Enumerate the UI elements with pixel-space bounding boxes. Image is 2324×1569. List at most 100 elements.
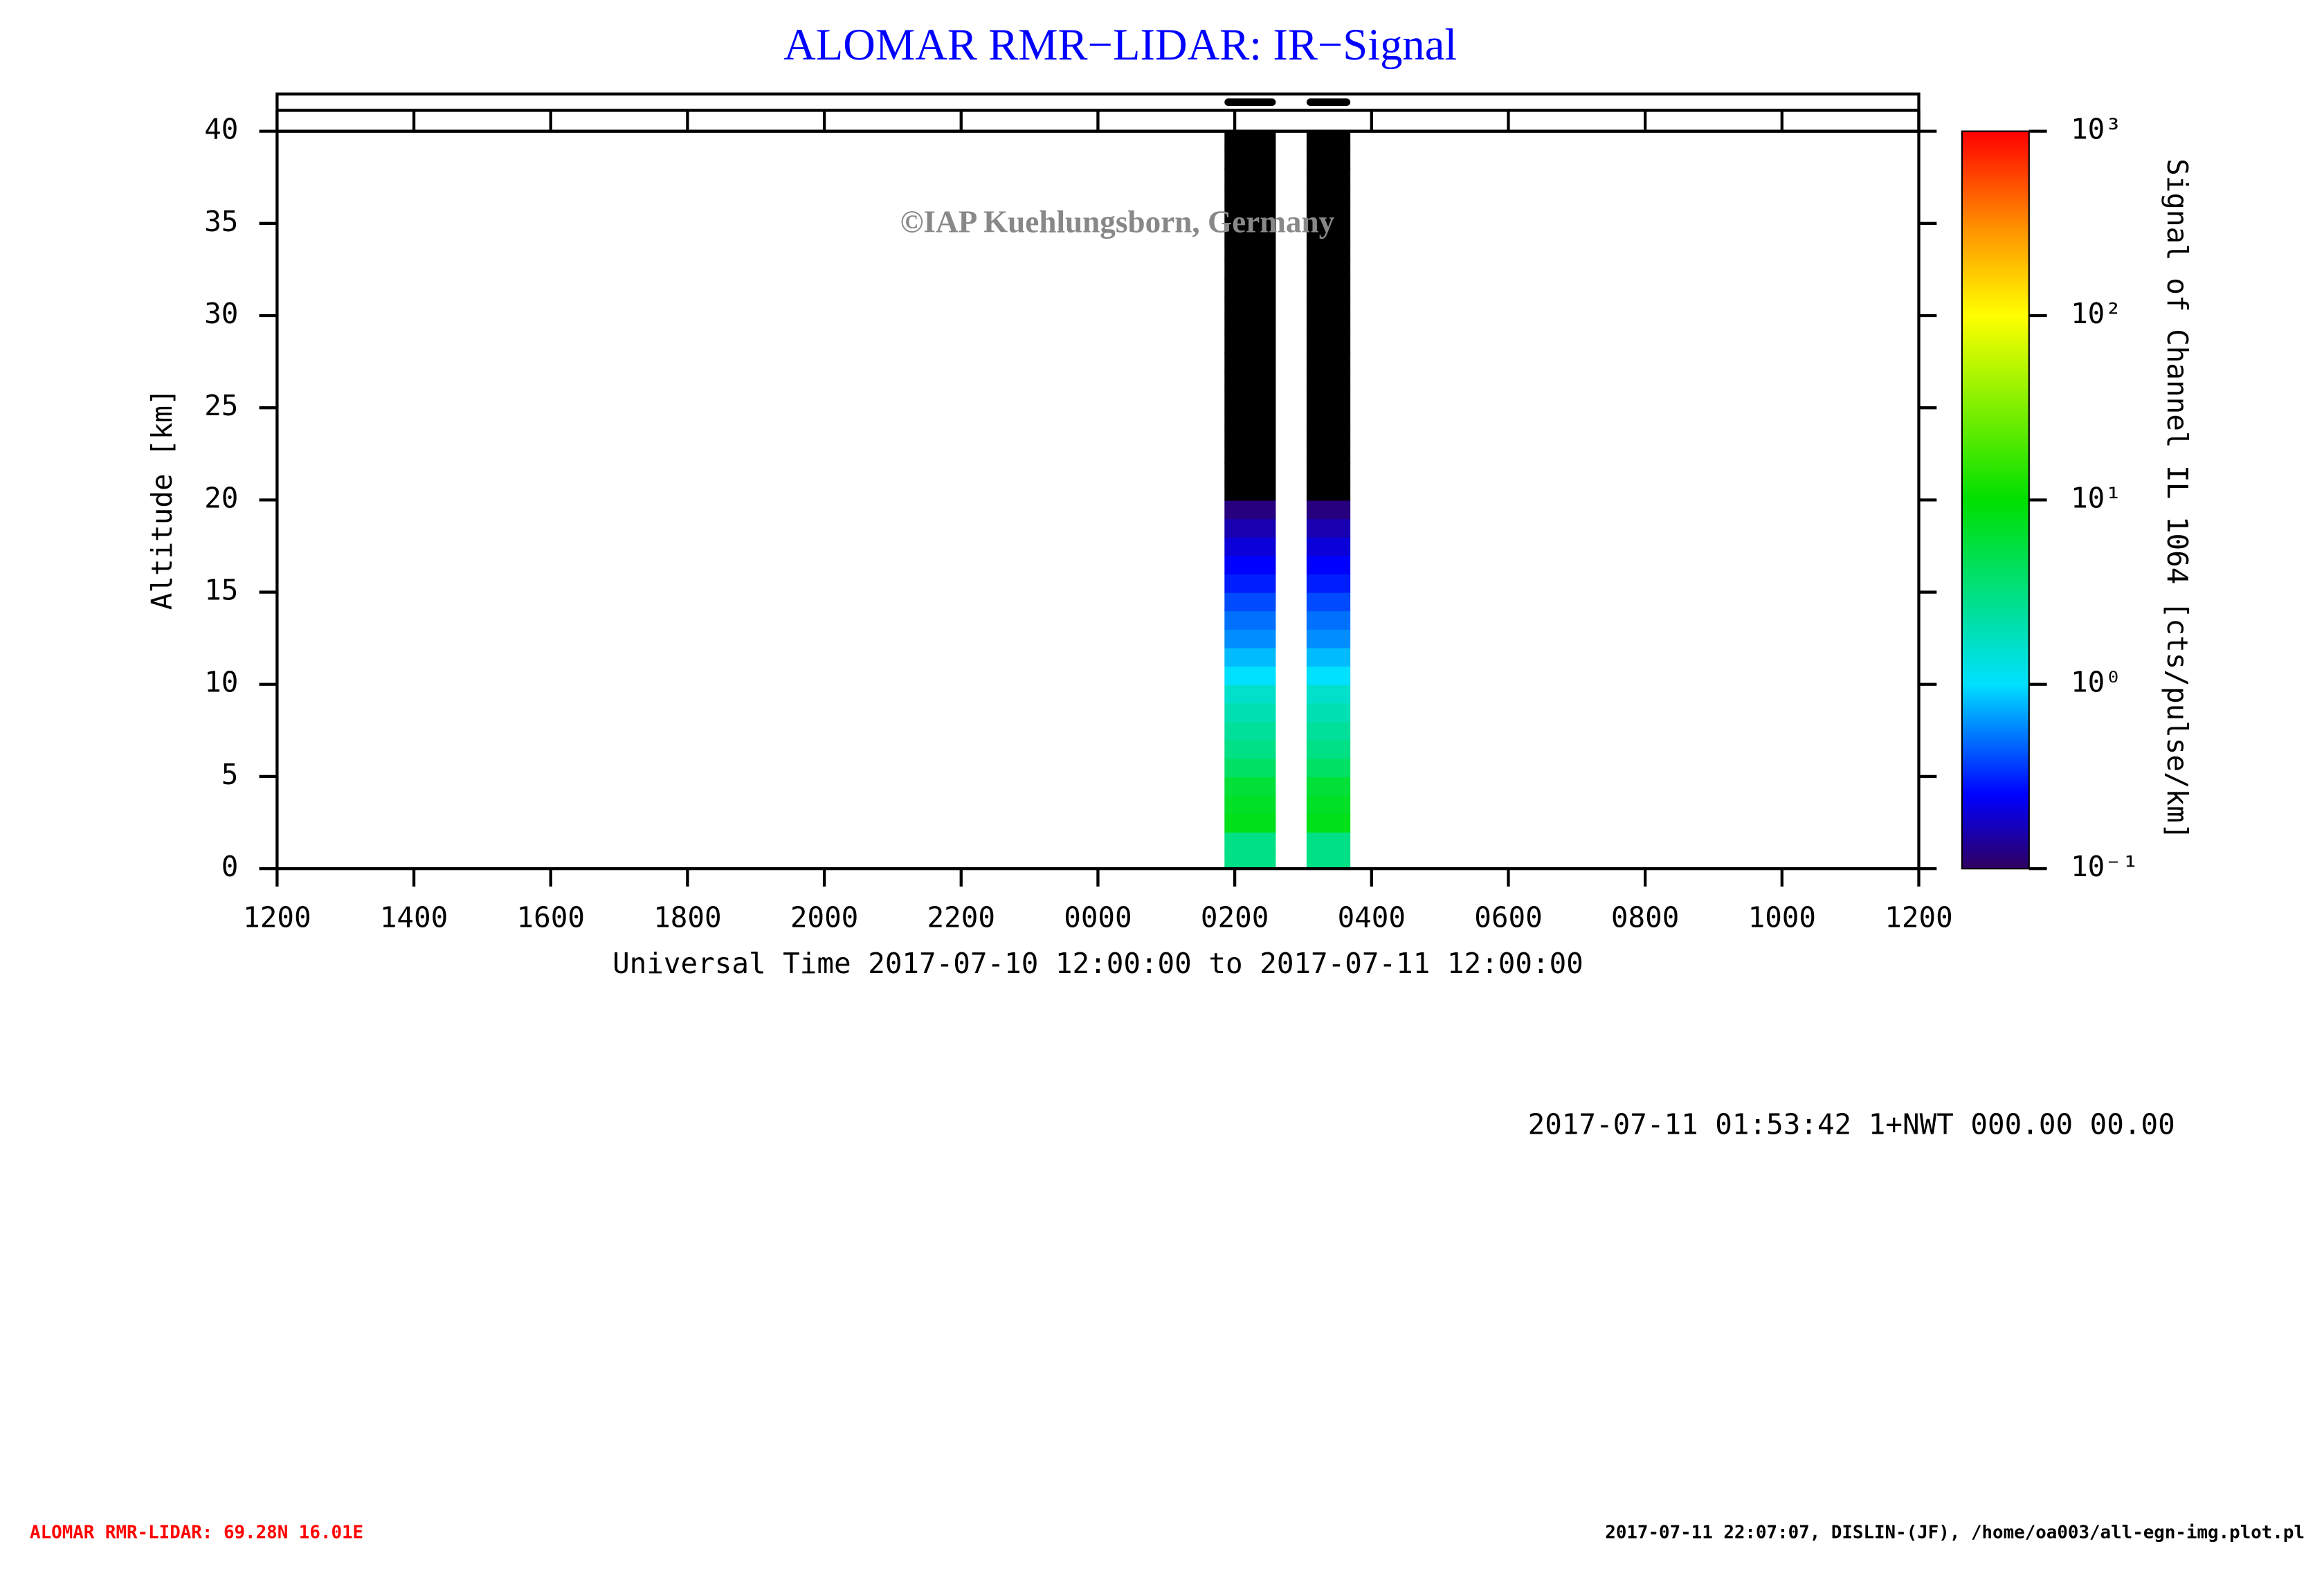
signal-cell	[1306, 647, 1351, 667]
chart-title: ALOMAR RMR−LIDAR: IR−Signal	[783, 19, 1457, 69]
signal-cell	[1306, 721, 1351, 741]
signal-cell	[1224, 242, 1276, 262]
signal-cell	[1224, 850, 1276, 870]
status: 2017-07-11 01:53:42 1+NWT 000.00 00.00	[1528, 1108, 2175, 1141]
signal-cell	[1306, 278, 1351, 298]
y-tick-label: 15	[204, 574, 238, 607]
signal-cell	[1306, 167, 1351, 188]
colorbar-tick-label: 10⁰	[2071, 666, 2122, 699]
plot-frame	[275, 129, 1921, 871]
x-tick-label: 1400	[380, 900, 448, 934]
signal-cell	[1306, 408, 1351, 427]
watermark: ©IAP Kuehlungsborn, Germany	[900, 205, 1335, 239]
signal-cell	[1224, 352, 1276, 372]
x-tick-label: 0000	[1064, 900, 1132, 934]
signal-cell	[1224, 684, 1276, 704]
y-axis-label: Altitude [km]	[145, 388, 179, 610]
signal-cell	[1224, 278, 1276, 298]
y-tick-label: 30	[204, 297, 238, 330]
signal-cell	[1224, 518, 1276, 538]
x-tick-label: 1000	[1748, 900, 1816, 934]
signal-cell	[1306, 555, 1351, 574]
signal-cell	[1224, 315, 1276, 335]
signal-cell	[1306, 370, 1351, 390]
signal-cell	[1224, 444, 1276, 464]
x-axis-label: Universal Time 2017-07-10 12:00:00 to 20…	[612, 947, 1583, 980]
y-tick-label: 40	[204, 113, 238, 146]
signal-cell	[1306, 352, 1351, 372]
signal-cell	[1306, 536, 1351, 556]
signal-cell	[1224, 205, 1276, 224]
signal-cell	[1306, 260, 1351, 280]
signal-cell	[1306, 131, 1351, 151]
signal-cell	[1224, 592, 1276, 612]
x-tick-label: 2000	[790, 900, 858, 934]
signal-cell	[1306, 666, 1351, 685]
signal-cell	[1224, 666, 1276, 685]
y-tick-label: 35	[204, 205, 238, 238]
signal-cell	[1224, 149, 1276, 169]
colorbar	[1961, 131, 2029, 869]
footer-right: 2017-07-11 22:07:07, DISLIN-(JF), /home/…	[1605, 1523, 2305, 1543]
signal-cell	[1224, 186, 1276, 206]
signal-cell	[1224, 389, 1276, 409]
x-tick-label: 1600	[517, 900, 585, 934]
colorbar-label: Signal of Channel IL 1064 [cts/pulse/km]	[2161, 158, 2194, 840]
signal-cell	[1224, 795, 1276, 815]
signal-cell	[1224, 370, 1276, 390]
signal-cell	[1224, 702, 1276, 723]
signal-cell	[1224, 426, 1276, 446]
signal-cell	[1224, 813, 1276, 833]
y-tick-label: 0	[221, 850, 239, 883]
footer-left: ALOMAR RMR-LIDAR: 69.28N 16.01E	[30, 1523, 363, 1543]
signal-cell	[1224, 500, 1276, 520]
signal-cell	[1306, 334, 1351, 354]
colorbar-tick-label: 10⁻¹	[2071, 850, 2139, 883]
signal-cell	[1306, 813, 1351, 833]
signal-cell	[1306, 573, 1351, 593]
signal-cell	[1224, 831, 1276, 851]
signal-cell	[1306, 500, 1351, 520]
signal-cell	[1224, 776, 1276, 796]
signal-cell	[1224, 758, 1276, 778]
signal-cell	[1224, 536, 1276, 556]
y-tick-label: 5	[221, 758, 239, 791]
signal-cell	[1306, 426, 1351, 446]
signal-cell	[1306, 518, 1351, 538]
signal-cell	[1306, 758, 1351, 778]
signal-cell	[1306, 444, 1351, 464]
x-tick-label: 0800	[1611, 900, 1679, 934]
signal-cell	[1306, 684, 1351, 704]
signal-cell	[1306, 481, 1351, 501]
signal-cell	[1306, 592, 1351, 612]
signal-cell	[1306, 186, 1351, 206]
signal-cell	[1224, 647, 1276, 667]
signal-cell	[1306, 795, 1351, 815]
signal-cell	[1306, 463, 1351, 482]
signal-cell	[1224, 739, 1276, 759]
x-tick-label: 0600	[1474, 900, 1542, 934]
x-tick-label: 0200	[1201, 900, 1269, 934]
signal-cell	[1306, 297, 1351, 317]
signal-cell	[1224, 573, 1276, 593]
signal-cell	[1224, 555, 1276, 574]
signal-cell	[1306, 776, 1351, 796]
measurement-bar	[1224, 98, 1276, 107]
signal-cell	[1224, 131, 1276, 151]
signal-cell	[1306, 610, 1351, 630]
signal-cell	[1306, 628, 1351, 649]
colorbar-tick-label: 10²	[2071, 297, 2122, 330]
signal-cell	[1306, 739, 1351, 759]
signal-cell	[1224, 223, 1276, 243]
y-tick-label: 25	[204, 389, 238, 422]
signal-cell	[1224, 167, 1276, 188]
signal-cell	[1306, 850, 1351, 870]
signal-cell	[1306, 223, 1351, 243]
y-tick-label: 10	[204, 666, 238, 699]
signal-cell	[1224, 721, 1276, 741]
signal-cell	[1306, 205, 1351, 224]
signal-cell	[1306, 702, 1351, 723]
signal-cell	[1224, 334, 1276, 354]
signal-cell	[1224, 610, 1276, 630]
